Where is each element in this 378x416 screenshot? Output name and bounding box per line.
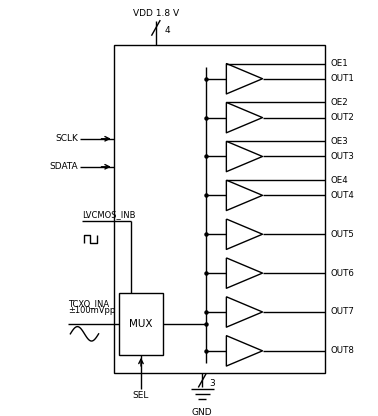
Text: ±100mVpp: ±100mVpp [68,306,116,315]
Text: GND: GND [192,408,212,416]
Bar [114,45,325,373]
Text: OE2: OE2 [330,98,348,107]
Text: OUT1: OUT1 [330,74,354,83]
Text: TCXO_INA: TCXO_INA [68,299,110,308]
Text: SCLK: SCLK [55,134,78,143]
Text: OUT6: OUT6 [330,269,354,277]
Text: OE3: OE3 [330,137,348,146]
Text: OUT5: OUT5 [330,230,354,239]
Text: OUT7: OUT7 [330,307,354,317]
Text: OUT2: OUT2 [330,113,354,122]
Text: SEL: SEL [133,391,149,400]
Text: OUT8: OUT8 [330,347,354,355]
Text: OUT4: OUT4 [330,191,354,200]
Text: SDATA: SDATA [49,162,78,171]
Text: MUX: MUX [129,319,153,329]
Text: OUT3: OUT3 [330,152,354,161]
Text: OE1: OE1 [330,59,348,68]
Text: VDD 1.8 V: VDD 1.8 V [133,8,179,17]
Bar [119,293,163,355]
Text: LVCMOS_INB: LVCMOS_INB [82,210,135,219]
Text: OE4: OE4 [330,176,348,185]
Text: 3: 3 [209,379,215,388]
Text: 4: 4 [164,26,170,35]
